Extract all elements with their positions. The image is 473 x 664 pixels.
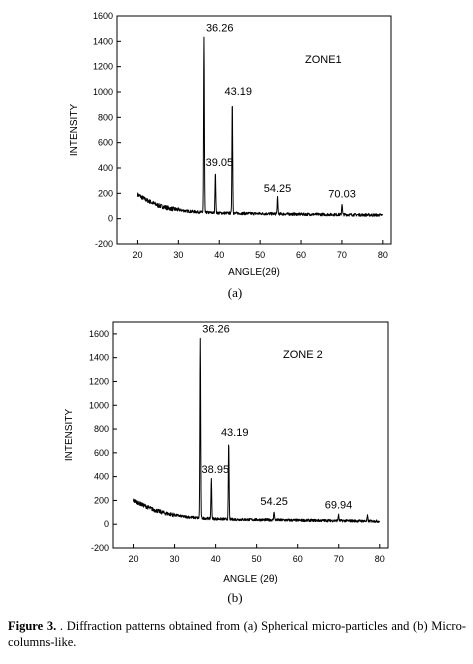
plot-frame	[112, 321, 389, 549]
x-axis-title: ANGLE (2θ)	[223, 574, 277, 585]
caption-text: . Diffraction patterns obtained from (a)…	[8, 619, 466, 649]
x-tick-label: 30	[170, 554, 180, 564]
y-tick-label: 0	[108, 214, 113, 224]
y-tick-label: 1200	[93, 62, 113, 72]
peak-label: 36.26	[202, 324, 230, 336]
x-tick-label: 30	[173, 250, 183, 260]
peak-label: 38.95	[202, 464, 230, 476]
peak-label: 54.25	[264, 183, 292, 195]
x-tick-label: 70	[334, 554, 344, 564]
x-tick-label: 50	[255, 250, 265, 260]
x-tick-label: 20	[129, 554, 139, 564]
x-tick-label: 70	[337, 250, 347, 260]
x-tick-label: 50	[252, 554, 262, 564]
diffraction-series-line	[136, 36, 384, 217]
peak-label: 69.94	[325, 500, 353, 512]
x-tick-label: 60	[293, 554, 303, 564]
x-axis-title: ANGLE(2θ)	[228, 267, 280, 278]
x-tick-label: 20	[132, 250, 142, 260]
caption-prefix: Figure 3.	[8, 619, 57, 633]
y-tick-label: -200	[91, 543, 109, 553]
x-tick-label: 80	[378, 250, 388, 260]
y-tick-label: 1400	[93, 36, 113, 46]
panel-tag: (a)	[228, 285, 242, 300]
peak-label: 36.26	[206, 23, 234, 35]
y-tick-label: 400	[98, 163, 113, 173]
y-axis-title: INTENSITY	[64, 409, 75, 462]
y-axis-title: INTENSITY	[69, 104, 80, 157]
peak-label: 54.25	[260, 496, 288, 508]
peak-label: 39.05	[206, 157, 234, 169]
x-tick-label: 60	[296, 250, 306, 260]
zone-annotation: ZONE 2	[283, 349, 323, 361]
plot-frame	[116, 15, 392, 245]
x-tick-label: 40	[211, 554, 221, 564]
y-tick-label: 800	[98, 112, 113, 122]
peak-label: 43.19	[221, 427, 249, 439]
x-tick-label: 80	[375, 554, 385, 564]
chart-a: -200 0 200 400 600 800 1000 1200 1400 1600 20 30 40 5…	[69, 11, 392, 300]
peak-label: 43.19	[225, 86, 253, 98]
y-tick-label: 1600	[89, 329, 109, 339]
y-tick-label: 1200	[89, 376, 109, 386]
y-tick-label: 1000	[89, 400, 109, 410]
diffraction-series-line	[133, 337, 381, 523]
y-tick-label: 400	[94, 472, 109, 482]
y-tick-label: 1400	[89, 353, 109, 363]
y-tick-label: 0	[104, 519, 109, 529]
x-tick-label: 40	[214, 250, 224, 260]
chart-b: -200 0 200 400 600 800 1000 1200 1400 1600 20 30 40 5…	[64, 321, 389, 605]
y-tick-label: 600	[98, 138, 113, 148]
y-tick-label: 200	[98, 188, 113, 198]
peak-label: 70.03	[328, 188, 356, 200]
y-tick-label: 1600	[93, 11, 113, 21]
y-tick-label: -200	[95, 239, 113, 249]
y-tick-label: 600	[94, 448, 109, 458]
y-tick-label: 200	[94, 495, 109, 505]
panel-tag: (b)	[227, 590, 242, 605]
y-tick-label: 1000	[93, 87, 113, 97]
figure-caption: Figure 3. . Diffraction patterns obtaine…	[8, 618, 466, 650]
y-tick-label: 800	[94, 424, 109, 434]
zone-annotation: ZONE1	[305, 54, 342, 66]
